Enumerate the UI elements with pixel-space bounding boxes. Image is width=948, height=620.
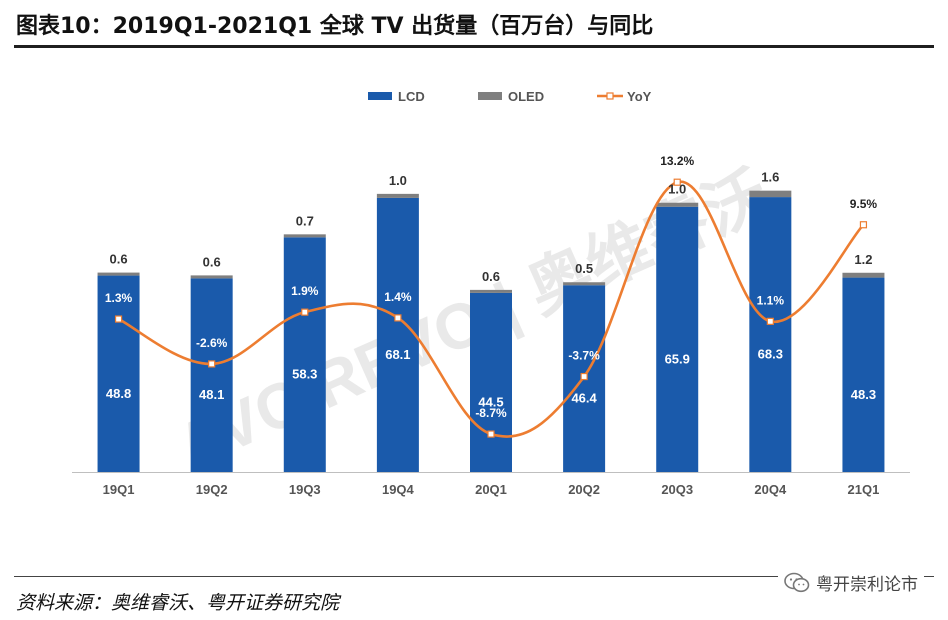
label-lcd-19Q3: 58.3	[292, 367, 317, 382]
x-axis: 19Q1 19Q2 19Q3 19Q4 20Q1 20Q2 20Q3 20Q4 21Q1	[72, 472, 910, 497]
badge-label: 粤开崇利论市	[816, 575, 918, 595]
label-yoy-19Q4: 1.4%	[384, 290, 412, 304]
bar-lcd-19Q3	[283, 237, 326, 472]
label-yoy-20Q1: -8.7%	[475, 406, 507, 420]
label-oled-20Q3: 1.0	[668, 182, 686, 197]
legend-label-yoy: YoY	[627, 89, 652, 104]
label-oled-21Q1: 1.2	[854, 252, 872, 267]
label-yoy-20Q2: -3.7%	[568, 349, 600, 363]
bar-lcd-19Q1	[97, 275, 140, 472]
yoy-marker-20Q4	[766, 317, 774, 325]
footer-divider	[14, 576, 934, 577]
label-lcd-21Q1: 48.3	[851, 387, 876, 402]
label-lcd-20Q2: 46.4	[571, 391, 597, 406]
x-tick-label-20Q3: 20Q3	[661, 482, 693, 497]
legend-label-lcd: LCD	[398, 89, 425, 104]
x-tick-label-19Q1: 19Q1	[103, 482, 135, 497]
yoy-marker-20Q3	[673, 178, 681, 186]
x-tick-label-19Q2: 19Q2	[196, 482, 228, 497]
yoy-marker-21Q1	[859, 221, 868, 229]
x-tick-label-20Q2: 20Q2	[568, 482, 600, 497]
label-oled-19Q2: 0.6	[203, 254, 221, 269]
label-oled-20Q4: 1.6	[761, 170, 779, 185]
label-oled-20Q1: 0.6	[482, 269, 500, 284]
bar-oled-19Q1	[97, 272, 140, 276]
bar-lcd-20Q1	[470, 292, 512, 472]
label-lcd-20Q1: 44.5	[478, 394, 503, 409]
legend-swatch-lcd	[368, 92, 392, 100]
label-yoy-19Q1: 1.3%	[105, 291, 133, 305]
yoy-marker-20Q2	[580, 372, 588, 381]
bar-oled-19Q4	[376, 193, 419, 198]
label-yoy-20Q3: 13.2%	[660, 154, 694, 168]
bar-oled-20Q3	[656, 202, 699, 207]
yoy-marker-19Q4	[394, 314, 402, 322]
bar-lcd-20Q3	[656, 206, 699, 472]
bar-oled-19Q2	[190, 275, 233, 279]
bar-oled-19Q3	[283, 234, 326, 238]
bar-lcd-19Q2	[190, 278, 233, 472]
bar-lcd-20Q4	[749, 197, 792, 472]
legend-marker-yoy	[606, 92, 614, 100]
x-tick-label-19Q4: 19Q4	[382, 482, 415, 497]
wechat-badge: 粤开崇利论市	[778, 568, 924, 597]
x-tick-label-20Q4: 20Q4	[754, 482, 787, 497]
label-oled-19Q1: 0.6	[110, 252, 128, 267]
legend-swatch-oled	[478, 92, 502, 100]
bar-oled-20Q4	[749, 190, 792, 198]
x-tick-label-20Q1: 20Q1	[475, 482, 507, 497]
label-yoy-20Q4: 1.1%	[757, 293, 785, 307]
yoy-marker-19Q3	[301, 308, 309, 316]
bar-oled-20Q1	[470, 289, 512, 293]
label-yoy-19Q2: -2.6%	[196, 336, 228, 350]
yoy-marker-19Q2	[208, 360, 216, 368]
label-oled-19Q4: 1.0	[389, 173, 407, 188]
label-yoy-19Q3: 1.9%	[291, 284, 319, 298]
chart-legend: LCD OLED YoY	[368, 89, 652, 104]
label-oled-20Q2: 0.5	[575, 261, 593, 276]
yoy-line-series	[114, 178, 868, 438]
bar-oled-21Q1	[842, 272, 885, 278]
label-yoy-21Q1: 9.5%	[850, 197, 878, 211]
bar-lcd-21Q1	[842, 277, 885, 472]
bar-oled-20Q2	[563, 282, 606, 286]
label-lcd-19Q1: 48.8	[106, 386, 131, 401]
yoy-line	[117, 180, 865, 438]
legend-label-oled: OLED	[508, 89, 544, 104]
x-tick-label-21Q1: 21Q1	[848, 482, 880, 497]
label-lcd-19Q2: 48.1	[199, 387, 224, 402]
bar-lcd-19Q4	[376, 197, 419, 472]
wechat-icon	[784, 572, 810, 592]
label-lcd-20Q4: 68.3	[758, 347, 783, 362]
title-divider	[14, 45, 934, 48]
label-lcd-20Q3: 65.9	[665, 351, 690, 366]
data-labels: 48.8 0.6 48.1 0.6 58.3 0.7 68.1 1.0 44.5 0.6 46.4 0…	[105, 154, 878, 420]
label-oled-19Q3: 0.7	[296, 213, 314, 228]
yoy-marker-19Q1	[114, 315, 123, 323]
source-note: 资料来源：奥维睿沃、粤开证券研究院	[16, 592, 340, 614]
x-tick-label-19Q3: 19Q3	[289, 482, 321, 497]
label-lcd-19Q4: 68.1	[385, 347, 410, 362]
yoy-marker-20Q1	[487, 430, 495, 438]
bar-series	[97, 190, 885, 472]
page-title: 图表10：2019Q1-2021Q1 全球 TV 出货量（百万台）与同比	[16, 14, 654, 39]
